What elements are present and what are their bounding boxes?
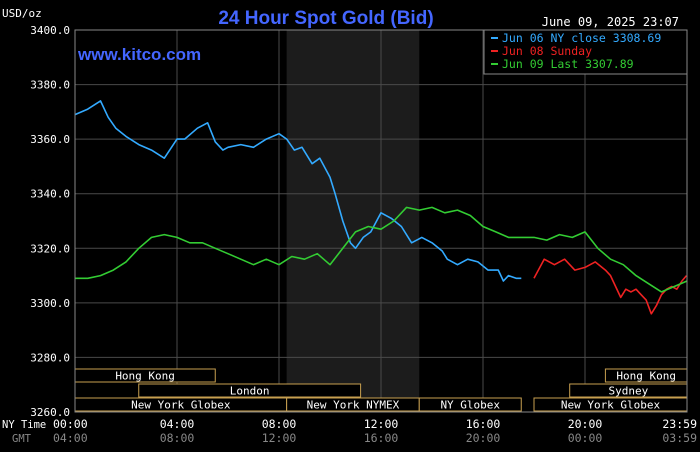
x-tick-label-ny: 12:00 — [364, 417, 399, 431]
x-tick-label-gmt: 16:00 — [364, 431, 399, 445]
x-tick-label-ny: 00:00 — [53, 417, 88, 431]
x-tick-label-gmt: 12:00 — [262, 431, 297, 445]
market-session-label: New York Globex — [561, 399, 661, 412]
chart-timestamp: June 09, 2025 23:07 — [542, 15, 679, 29]
market-session-label: Hong Kong — [616, 370, 676, 383]
market-session-label: New York NYMEX — [307, 399, 400, 412]
x-tick-label-gmt: 00:00 — [568, 431, 603, 445]
x-tick-label-gmt: 20:00 — [466, 431, 501, 445]
market-session-bar — [418, 397, 522, 412]
y-tick-label: 3320.0 — [30, 242, 70, 255]
x-tick-label-ny: 08:00 — [262, 417, 297, 431]
series-line-0 — [74, 100, 522, 282]
nymex-shade-layer — [286, 30, 420, 412]
y-tick-label: 3360.0 — [30, 133, 70, 146]
legend: Jun 06 NY close 3308.69 Jun 08 Sunday Ju… — [483, 29, 688, 75]
nymex-session-shade — [286, 30, 420, 412]
x-tick-label-ny: 04:00 — [160, 417, 195, 431]
legend-label-jun09: Jun 09 Last 3307.89 — [502, 57, 634, 71]
y-tick-label: 3400.0 — [30, 24, 70, 37]
chart-title: 24 Hour Spot Gold (Bid) — [218, 8, 433, 29]
x-tick-label-gmt: 08:00 — [160, 431, 195, 445]
market-session-label: Sydney — [608, 385, 648, 398]
y-tick-label: 3280.0 — [30, 351, 70, 364]
x-tick-label-gmt: 03:59 — [662, 431, 697, 445]
legend-label-jun08: Jun 08 Sunday — [502, 44, 592, 58]
market-session-label: London — [230, 385, 270, 398]
x-tick-label-ny: 16:00 — [466, 417, 501, 431]
y-tick-label: 3340.0 — [30, 188, 70, 201]
gmt-axis-label: GMT — [12, 433, 32, 445]
x-tick-label-ny: 20:00 — [568, 417, 603, 431]
plot-frame — [74, 29, 688, 413]
series-line-2 — [75, 206, 688, 293]
market-session-label: NY Globex — [440, 399, 500, 412]
market-session-label: Hong Kong — [115, 370, 175, 383]
kitco-watermark: www.kitco.com — [77, 45, 201, 64]
x-tick-label-gmt: 04:00 — [53, 431, 88, 445]
series-layer — [74, 100, 688, 315]
y-axis-unit-label: USD/oz — [2, 7, 42, 20]
ny-time-axis-label: NY Time — [2, 419, 46, 431]
x-tick-layer: 00:0004:0004:0008:0008:0012:0012:0016:00… — [53, 417, 697, 445]
market-session-bar — [138, 383, 362, 398]
legend-label-jun06: Jun 06 NY close 3308.69 — [502, 31, 661, 45]
x-tick-label-ny: 23:59 — [662, 417, 697, 431]
y-tick-label: 3380.0 — [30, 79, 70, 92]
y-tick-layer: 3260.0 3280.0 3300.0 3320.0 3340.0 3360.0 3380… — [30, 24, 70, 419]
y-tick-label: 3300.0 — [30, 297, 70, 310]
market-session-label: New York Globex — [131, 399, 231, 412]
legend-box — [483, 29, 688, 75]
y-tick-label: 3260.0 — [30, 406, 70, 419]
